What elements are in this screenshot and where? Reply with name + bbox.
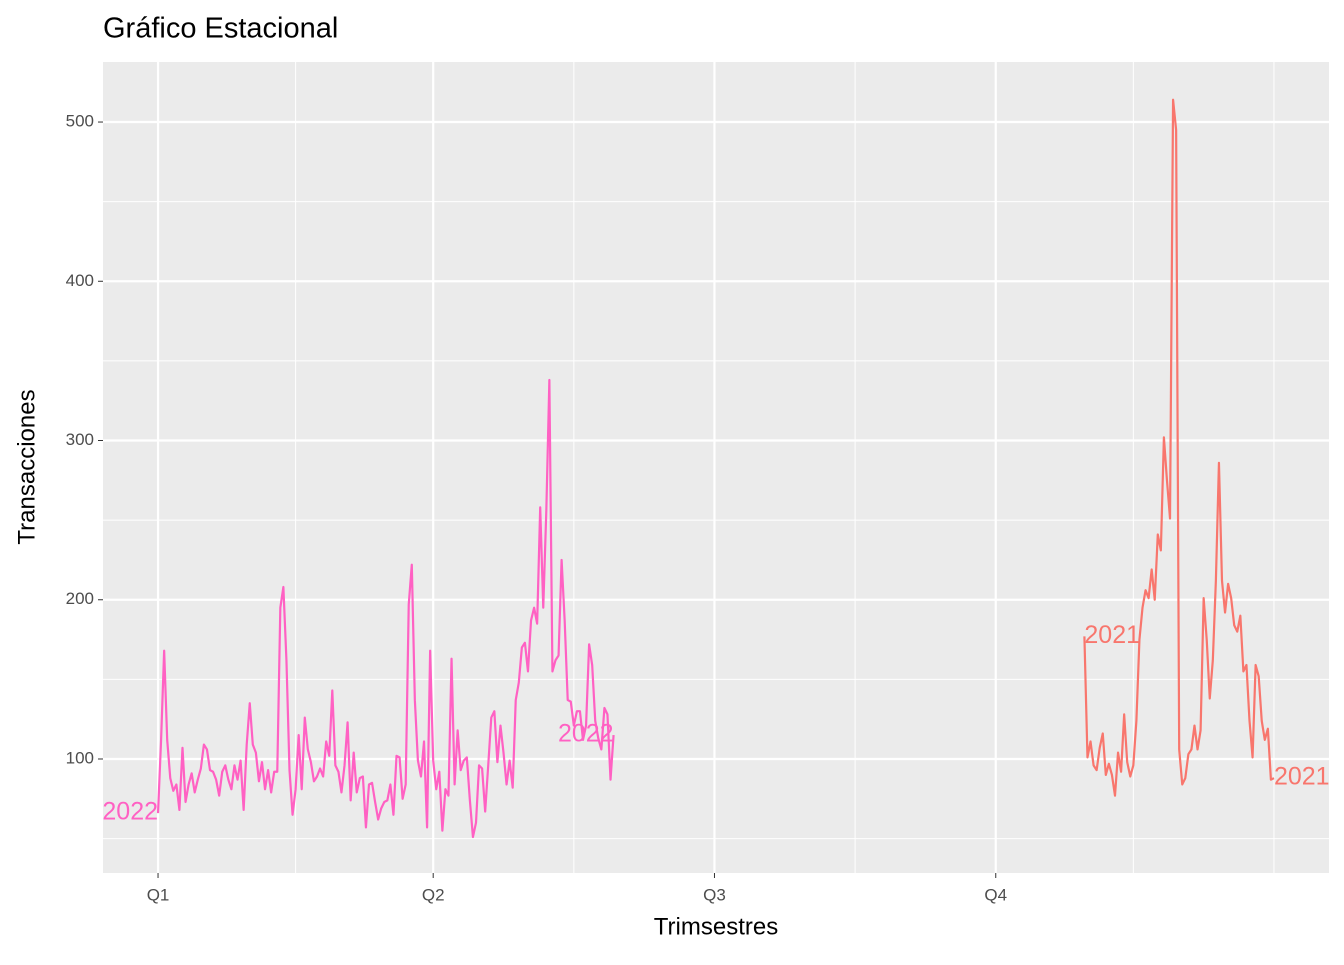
chart-title: Gráfico Estacional <box>103 13 338 45</box>
x-tick-label: Q4 <box>984 885 1007 904</box>
series-end-label: 2022 <box>558 720 614 748</box>
series-start-label: 2021 <box>1084 621 1140 649</box>
y-tick-label: 100 <box>66 748 94 767</box>
y-tick-label: 400 <box>66 271 94 290</box>
x-tick-label: Q3 <box>703 885 726 904</box>
y-tick-label: 200 <box>66 589 94 608</box>
axes: 100 200 300 400 500 Q1 Q2 Q3 Q4 <box>66 112 1007 905</box>
panel <box>103 62 1329 873</box>
x-axis-title: Trimsestres <box>654 913 778 940</box>
series-end-label: 2021 <box>1274 763 1330 791</box>
grid <box>103 62 1329 873</box>
y-axis-title: Transacciones <box>13 389 40 544</box>
series-line <box>156 378 615 839</box>
x-tick-label: Q1 <box>147 885 170 904</box>
series-line <box>1083 98 1275 797</box>
y-tick-label: 300 <box>66 430 94 449</box>
y-tick-label: 500 <box>66 112 94 131</box>
x-tick-label: Q2 <box>422 885 445 904</box>
plot-area: 2022 2022 2021 2021 <box>102 98 1330 839</box>
series-start-label: 2022 <box>102 798 158 826</box>
